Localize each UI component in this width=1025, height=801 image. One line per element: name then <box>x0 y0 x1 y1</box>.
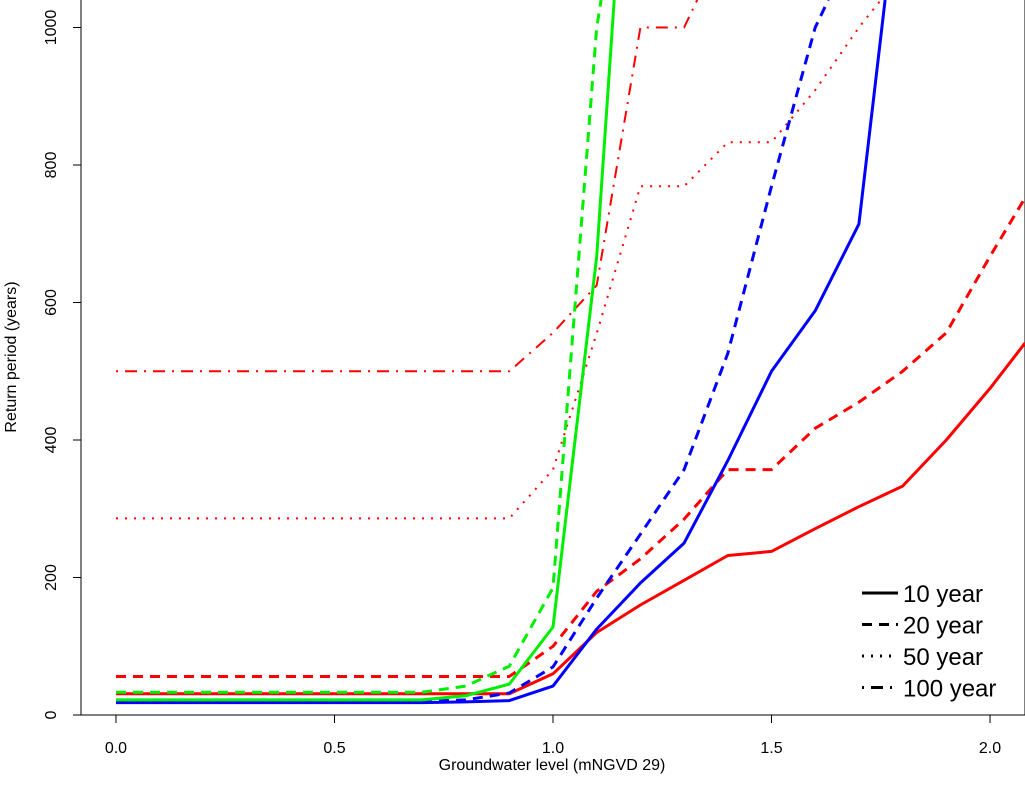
y-tick-label: 200 <box>43 564 60 591</box>
plot-frame <box>80 0 1025 716</box>
legend-label: 100 year <box>903 676 996 703</box>
series-line-1 <box>116 342 1025 696</box>
x-tick-label: 2.0 <box>979 740 1001 757</box>
x-tick-label: 0.0 <box>105 740 127 757</box>
y-tick-label: 0 <box>43 710 60 719</box>
y-tick-label: 1000 <box>43 10 60 46</box>
x-tick-label: 0.5 <box>323 740 345 757</box>
x-axis-title: Groundwater level (mNGVD 29) <box>439 757 666 774</box>
legend-label: 20 year <box>903 613 983 640</box>
legend: 10 year 20 year 50 year 100 year <box>862 581 996 703</box>
y-tick-label: 800 <box>43 152 60 179</box>
series-line-6 <box>116 0 830 703</box>
y-tick-label: 400 <box>43 427 60 454</box>
y-axis: 0 200 400 600 800 1000 <box>43 10 82 719</box>
x-tick-label: 1.0 <box>542 740 564 757</box>
legend-label: 50 year <box>903 644 983 671</box>
x-axis: 0.0 0.5 1.0 1.5 2.0 <box>105 714 1001 757</box>
y-tick-label: 600 <box>43 289 60 316</box>
x-tick-label: 1.5 <box>760 740 782 757</box>
y-axis-title: Return period (years) <box>3 281 20 432</box>
series-line-8 <box>116 0 603 694</box>
series-line-7 <box>116 0 616 702</box>
series-line-4 <box>116 0 699 373</box>
series-line-2 <box>116 197 1025 678</box>
plot-area <box>80 0 1025 716</box>
legend-label: 10 year <box>903 581 983 608</box>
series-line-5 <box>116 0 887 705</box>
series-lines <box>116 0 1025 705</box>
series-line-3 <box>116 0 882 520</box>
